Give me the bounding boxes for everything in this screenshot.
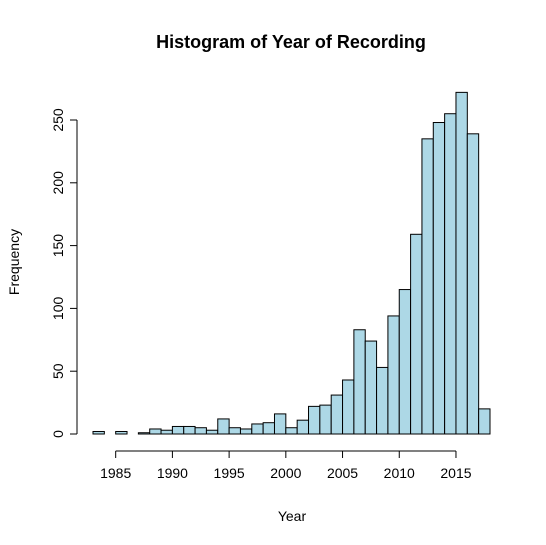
histogram-bar <box>364 340 378 435</box>
histogram-bar <box>478 408 491 435</box>
histogram-bar <box>262 422 275 435</box>
y-axis-label: Frequency <box>6 229 22 295</box>
histogram-bar <box>251 423 264 435</box>
x-tick-label: 2010 <box>384 465 415 481</box>
histogram-bar <box>183 425 196 435</box>
x-tick-label: 2000 <box>270 465 301 481</box>
histogram-bar <box>444 113 457 435</box>
histogram-bar <box>228 427 241 435</box>
histogram-bar <box>387 315 400 435</box>
y-axis: 0 50 100 150 200 250 <box>50 108 78 438</box>
histogram-bar <box>239 428 253 435</box>
chart-title: Histogram of Year of Recording <box>156 32 426 52</box>
x-tick-label: 1985 <box>100 465 131 481</box>
histogram-bar <box>398 289 412 435</box>
histogram-bar <box>432 122 446 435</box>
histogram-bar <box>273 413 287 435</box>
x-tick-label: 2005 <box>327 465 358 481</box>
y-tick-label: 0 <box>50 430 66 438</box>
histogram-bar <box>319 404 332 435</box>
histogram-bar <box>410 233 423 435</box>
y-tick-label: 150 <box>50 234 66 258</box>
histogram-bar <box>421 138 434 435</box>
histogram-bar <box>205 429 219 435</box>
histogram-bar <box>342 379 355 435</box>
histogram-bar <box>115 430 128 435</box>
histogram-bar <box>217 418 230 435</box>
histogram-bar <box>376 366 389 435</box>
x-tick-label: 1990 <box>157 465 188 481</box>
y-tick-label: 100 <box>50 297 66 321</box>
x-tick-label: 1995 <box>214 465 245 481</box>
histogram-bar <box>285 427 298 435</box>
x-axis: 1985 1990 1995 2000 2005 2010 2015 <box>100 450 472 481</box>
y-tick-label: 50 <box>50 363 66 379</box>
histogram-bar <box>194 427 207 435</box>
y-tick-label: 200 <box>50 171 66 195</box>
histogram-bar <box>137 432 151 435</box>
histogram-bar <box>296 419 310 435</box>
bars-group <box>92 91 491 435</box>
histogram-bar <box>330 394 344 435</box>
histogram-bar <box>171 425 185 435</box>
histogram-bar <box>308 405 321 435</box>
x-tick-label: 2015 <box>440 465 471 481</box>
histogram-bar <box>466 133 480 435</box>
y-tick-label: 250 <box>50 108 66 132</box>
histogram-bar <box>455 91 468 435</box>
histogram-bar <box>353 329 366 435</box>
histogram-bar <box>149 428 162 435</box>
histogram-bar <box>92 430 105 435</box>
x-axis-label: Year <box>278 508 307 524</box>
histogram-bar <box>160 429 173 435</box>
